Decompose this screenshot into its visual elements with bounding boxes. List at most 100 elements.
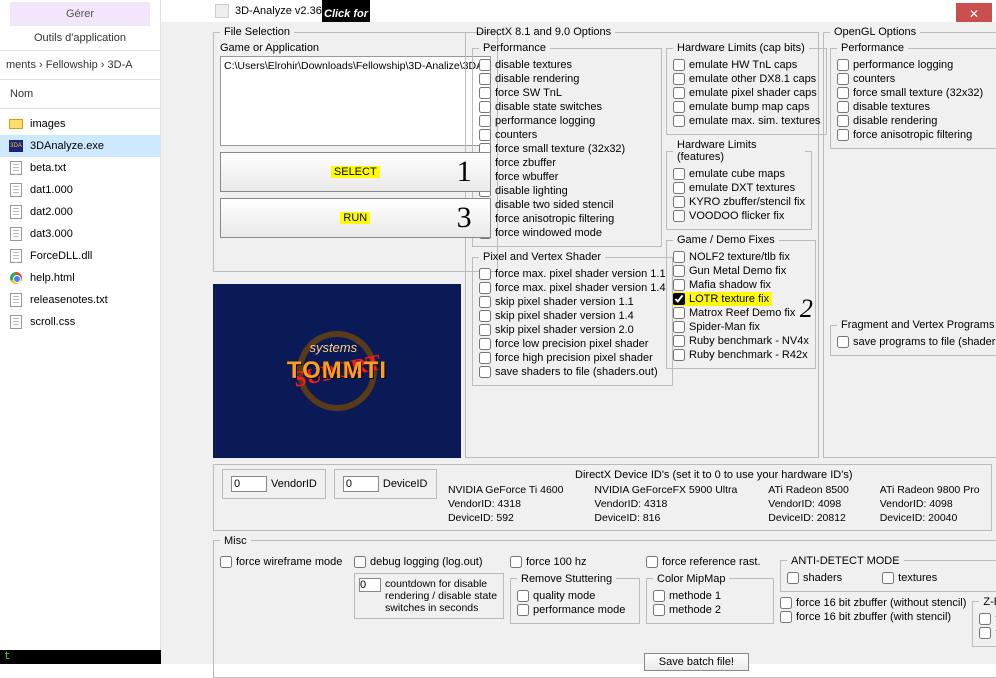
select-button[interactable]: SELECT 1 [220,152,491,192]
column-header-name[interactable]: Nom [0,80,160,109]
gl-performance: Performanceperformance loggingcountersfo… [830,42,996,149]
chk-option[interactable]: force high precision pixel shader [479,351,666,365]
chk-option[interactable]: methode 1 [653,589,767,603]
chk-option[interactable]: KYRO zbuffer/stencil fix [673,195,805,209]
chk-option[interactable]: performance logging [837,58,996,72]
chk-refrast[interactable]: force reference rast. [646,555,774,569]
breadcrumb[interactable]: ments › Fellowship › 3D-A [0,51,160,80]
chk-option[interactable]: emulate DXT textures [673,181,805,195]
remove-stuttering: Remove Stutteringquality modeperformance… [510,573,640,624]
chk-option[interactable]: skip pixel shader version 1.1 [479,295,666,309]
chk-option[interactable]: force small texture (32x32) [479,142,655,156]
file-row[interactable]: 3DA3DAnalyze.exe [0,135,160,157]
chk-option[interactable]: Gun Metal Demo fix [673,264,809,278]
dx-performance: Performancedisable texturesdisable rende… [472,42,662,247]
file-icon [8,248,24,264]
chk-option[interactable]: disable textures [479,58,655,72]
chk-option[interactable]: Spider-Man fix [673,320,809,334]
chk-option[interactable]: LOTR texture fix [673,292,772,306]
chk-option[interactable]: force 16 bit zbuffer (with stencil) [780,610,966,624]
chk-option[interactable]: force zbuffer [479,156,655,170]
chk-option[interactable]: emulate bump map caps [673,100,820,114]
chk-option[interactable]: emulate max. sim. textures [673,114,820,128]
chk-option[interactable]: disable lighting [479,184,655,198]
chk-option[interactable]: Ruby benchmark - NV4x [673,334,809,348]
chk-option[interactable]: skip pixel shader version 1.4 [479,309,666,323]
path-box[interactable]: C:\Users\Elrohir\Downloads\Fellowship\3D… [220,56,491,146]
dx-fixes: Game / Demo FixesNOLF2 texture/tlb fixGu… [666,234,816,369]
chk-option[interactable]: NOLF2 texture/tlb fix [673,250,809,264]
dx-pvs: Pixel and Vertex Shaderforce max. pixel … [472,251,673,386]
chk-wireframe[interactable]: force wireframe mode [220,555,348,569]
chk-option[interactable]: skip pixel shader version 2.0 [479,323,666,337]
chk-option[interactable]: disable rendering [479,72,655,86]
file-row[interactable]: images [0,113,160,135]
chk-option[interactable]: methode 2 [653,603,767,617]
file-row[interactable]: dat3.000 [0,223,160,245]
file-row[interactable]: releasenotes.txt [0,289,160,311]
file-selection-group: File Selection Game or Application C:\Us… [213,26,498,272]
dx-hwfeat: Hardware Limits (features)emulate cube m… [666,139,812,230]
chk-option[interactable]: counters [837,72,996,86]
chk-option[interactable]: force windowed mode [479,226,655,240]
titlebar: 3D-Analyze v2.36b ✕ [161,0,996,22]
chk-option[interactable]: disable textures [837,100,996,114]
chk-option[interactable]: counters [479,128,655,142]
opengl-options: OpenGL Options Performanceperformance lo… [823,26,996,458]
chk-option[interactable]: disable state switches [479,100,655,114]
chk-option[interactable]: emulate other DX8.1 caps [673,72,820,86]
device-col: ATi Radeon 8500VendorID: 4098DeviceID: 2… [768,483,849,526]
chk-option[interactable]: performance logging [479,114,655,128]
chk-option[interactable]: emulate pixel shader caps [673,86,820,100]
file-row[interactable]: dat2.000 [0,201,160,223]
chk-option[interactable]: emulate cube maps [673,167,805,181]
chk-option[interactable]: force max. pixel shader version 1.1 [479,267,666,281]
chk-option[interactable]: force 24 bit zbuffer (without stencil) [979,612,996,626]
chk-textures[interactable]: textures [882,571,937,585]
file-icon [8,314,24,330]
file-row[interactable]: dat1.000 [0,179,160,201]
chk-100hz[interactable]: force 100 hz [510,555,640,569]
folder-icon [8,116,24,132]
file-row[interactable]: scroll.css [0,311,160,333]
chk-option[interactable]: Mafia shadow fix [673,278,809,292]
window-title: 3D-Analyze v2.36b [235,5,328,17]
chk-debug[interactable]: debug logging (log.out) [354,555,504,569]
file-row[interactable]: beta.txt [0,157,160,179]
chk-option[interactable]: save programs to file (shaders.out) [837,335,996,349]
file-row[interactable]: ForceDLL.dll [0,245,160,267]
chk-option[interactable]: quality mode [517,589,633,603]
gl-fvp: Fragment and Vertex Programssave program… [830,319,996,356]
device-id-box: DeviceID [334,469,437,499]
chk-option[interactable]: force SW TnL [479,86,655,100]
vendor-id-input[interactable] [231,476,267,492]
chk-option[interactable]: force small texture (32x32) [837,86,996,100]
save-batch-button[interactable]: Save batch file! [644,653,749,671]
outils-tab[interactable]: Outils d'application [0,26,160,51]
dx-hwcap: Hardware Limits (cap bits)emulate HW TnL… [666,42,827,135]
chk-option[interactable]: save shaders to file (shaders.out) [479,365,666,379]
chk-option[interactable]: force 16 bit zbuffer (without stencil) [780,596,966,610]
chk-option[interactable]: emulate HW TnL caps [673,58,820,72]
chk-option[interactable]: force anisotropic filtering [837,128,996,142]
chk-option[interactable]: Matrox Reef Demo fix [673,306,809,320]
chk-option[interactable]: VOODOO flicker fix [673,209,805,223]
chk-option[interactable]: force max. pixel shader version 1.4 [479,281,666,295]
chk-option[interactable]: disable rendering [837,114,996,128]
chrome-icon [8,270,24,286]
anti-detect: ANTI-DETECT MODE shaders textures [780,555,996,592]
chk-option[interactable]: force low precision pixel shader [479,337,666,351]
color-mipmap: Color MipMapmethode 1methode 2 [646,573,774,624]
chk-shaders[interactable]: shaders [787,571,842,585]
file-row[interactable]: help.html [0,267,160,289]
chk-option[interactable]: performance mode [517,603,633,617]
chk-option[interactable]: disable two sided stencil [479,198,655,212]
chk-option[interactable]: force wbuffer [479,170,655,184]
device-id-input[interactable] [343,476,379,492]
chk-option[interactable]: force 24 bit zbuffer (with stencil) [979,626,996,640]
chk-option[interactable]: force anisotropic filtering [479,212,655,226]
gerer-tab[interactable]: Gérer [10,2,150,26]
chk-option[interactable]: Ruby benchmark - R42x [673,348,809,362]
countdown-input[interactable] [359,578,381,592]
run-button[interactable]: RUN 3 [220,198,491,238]
